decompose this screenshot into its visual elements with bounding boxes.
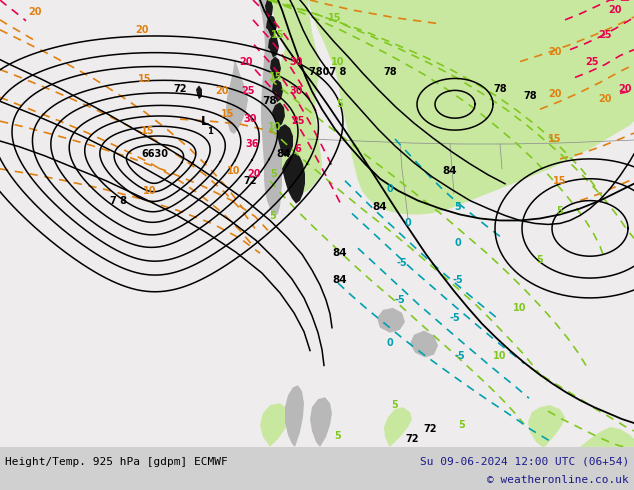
Text: 5: 5 <box>269 212 276 221</box>
Polygon shape <box>285 385 304 447</box>
Text: 5: 5 <box>271 169 278 179</box>
Polygon shape <box>196 85 202 99</box>
Polygon shape <box>377 308 405 333</box>
Text: 78: 78 <box>523 91 537 101</box>
Text: 5: 5 <box>335 431 341 441</box>
Text: 1: 1 <box>207 126 213 136</box>
Polygon shape <box>270 57 281 79</box>
Text: 20: 20 <box>216 86 229 97</box>
Text: 10: 10 <box>331 56 345 67</box>
Text: 20: 20 <box>135 25 149 35</box>
Text: 15: 15 <box>548 134 562 144</box>
Text: 25: 25 <box>291 116 305 126</box>
Polygon shape <box>265 0 273 18</box>
Text: 0: 0 <box>387 184 393 194</box>
Text: 10: 10 <box>493 350 507 361</box>
Polygon shape <box>310 397 332 447</box>
Polygon shape <box>282 153 305 203</box>
Text: 30: 30 <box>243 114 257 124</box>
Text: 20: 20 <box>608 5 622 15</box>
Text: 20: 20 <box>239 56 253 67</box>
Text: 0: 0 <box>455 238 462 248</box>
Text: 30: 30 <box>289 56 303 67</box>
Text: 72: 72 <box>173 84 187 95</box>
Text: 5: 5 <box>337 99 344 109</box>
Text: 72: 72 <box>405 434 418 444</box>
Text: 5: 5 <box>455 201 462 212</box>
Text: 20: 20 <box>548 89 562 99</box>
Text: 6630: 6630 <box>141 149 169 159</box>
Text: 6: 6 <box>295 144 301 154</box>
Polygon shape <box>528 405 565 447</box>
Text: 10: 10 <box>268 122 281 132</box>
Text: 15: 15 <box>269 73 283 82</box>
Text: 15: 15 <box>553 176 567 186</box>
Text: -5: -5 <box>450 313 460 323</box>
Text: 72: 72 <box>243 176 257 186</box>
Text: 10: 10 <box>143 186 157 196</box>
Text: 78: 78 <box>262 97 277 106</box>
Polygon shape <box>384 407 412 447</box>
Text: 5: 5 <box>392 400 398 410</box>
Text: 5: 5 <box>557 205 564 216</box>
Polygon shape <box>277 124 293 157</box>
Text: -5: -5 <box>455 350 465 361</box>
Text: 20: 20 <box>548 47 562 57</box>
Text: 10: 10 <box>227 166 241 176</box>
Text: 30: 30 <box>289 86 303 97</box>
Polygon shape <box>268 35 279 58</box>
Polygon shape <box>272 79 283 102</box>
Text: 15: 15 <box>141 126 155 136</box>
Polygon shape <box>308 0 634 215</box>
Text: 25: 25 <box>585 56 598 67</box>
Text: -5: -5 <box>394 295 405 305</box>
Polygon shape <box>410 331 438 358</box>
Text: 7807 8: 7807 8 <box>309 67 347 76</box>
Text: 84: 84 <box>333 248 347 258</box>
Text: 15: 15 <box>138 74 152 84</box>
Text: 36: 36 <box>245 139 259 149</box>
Polygon shape <box>272 102 285 127</box>
Text: Su 09-06-2024 12:00 UTC (06+54): Su 09-06-2024 12:00 UTC (06+54) <box>420 457 629 467</box>
Text: 78: 78 <box>383 67 397 76</box>
Text: 15: 15 <box>221 109 235 119</box>
Text: 78: 78 <box>493 84 507 95</box>
Polygon shape <box>266 15 277 37</box>
Text: 20: 20 <box>29 7 42 17</box>
Text: 15: 15 <box>328 13 342 23</box>
Text: 25: 25 <box>598 30 612 40</box>
Polygon shape <box>226 58 248 134</box>
Text: Height/Temp. 925 hPa [gdpm] ECMWF: Height/Temp. 925 hPa [gdpm] ECMWF <box>5 457 228 467</box>
Text: L: L <box>201 115 209 128</box>
Text: 25: 25 <box>242 86 255 97</box>
Polygon shape <box>490 0 530 119</box>
Text: 84: 84 <box>276 149 291 159</box>
Polygon shape <box>258 0 282 217</box>
Text: 0: 0 <box>404 219 411 228</box>
Polygon shape <box>270 0 322 194</box>
Text: 0: 0 <box>387 338 393 347</box>
Text: © weatheronline.co.uk: © weatheronline.co.uk <box>488 475 629 485</box>
Text: 84: 84 <box>443 166 457 176</box>
Text: 20: 20 <box>618 84 631 95</box>
Polygon shape <box>580 427 634 447</box>
Text: 10: 10 <box>514 303 527 313</box>
Text: 5: 5 <box>458 420 465 430</box>
Text: 7 8: 7 8 <box>110 196 127 206</box>
Text: 15: 15 <box>271 30 285 40</box>
Text: 84: 84 <box>333 275 347 285</box>
Text: 20: 20 <box>598 94 612 104</box>
Text: 20: 20 <box>247 169 261 179</box>
Text: 5: 5 <box>536 255 543 265</box>
Text: -5: -5 <box>453 275 463 285</box>
Text: -5: -5 <box>397 258 408 268</box>
Text: 84: 84 <box>373 201 387 212</box>
Polygon shape <box>260 403 290 447</box>
Text: 72: 72 <box>424 424 437 434</box>
